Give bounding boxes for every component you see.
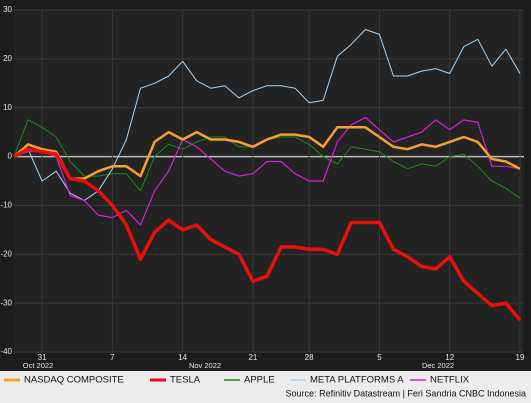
series-line: [13, 126, 521, 180]
x-tick-label: 12: [445, 353, 454, 362]
x-tick-label: 7: [110, 353, 115, 362]
series-line: [13, 116, 521, 226]
y-tick-label: -30: [0, 298, 12, 307]
x-tick-label: 14: [178, 353, 187, 362]
y-tick-label: 10: [3, 103, 12, 112]
legend-label: NASDAQ COMPOSITE: [24, 375, 124, 386]
legend-label: APPLE: [244, 375, 275, 386]
x-tick-label: 5: [377, 353, 382, 362]
x-tick-label: 28: [305, 353, 314, 362]
month-label: Nov 2022: [189, 361, 221, 370]
y-tick-label: -20: [0, 249, 12, 258]
x-tick-label: 21: [248, 353, 257, 362]
plot-area: [14, 10, 524, 352]
source: Source: Refinitiv Datastream | Feri Sand…: [286, 388, 526, 398]
month-label: Dec 2022: [422, 361, 454, 370]
y-tick-label: 30: [3, 5, 12, 14]
y-tick-label: 20: [3, 54, 12, 63]
y-tick-label: 0: [8, 152, 13, 161]
y-tick-label: -40: [0, 347, 12, 356]
month-label: Oct 2022: [23, 361, 53, 370]
series-line: [13, 147, 522, 322]
legend: NASDAQ COMPOSITE TESLA APPLE META PLATFORMS…: [4, 375, 470, 386]
legend-label: META PLATFORMS A: [310, 375, 404, 386]
y-tick-label: -10: [0, 201, 12, 210]
x-tick-label: 19: [516, 353, 525, 362]
legend-label: NETFLIX: [430, 375, 470, 386]
legend-label: TESLA: [170, 375, 201, 386]
legend-area: [0, 371, 531, 403]
x-tick-label: 31: [38, 353, 47, 362]
